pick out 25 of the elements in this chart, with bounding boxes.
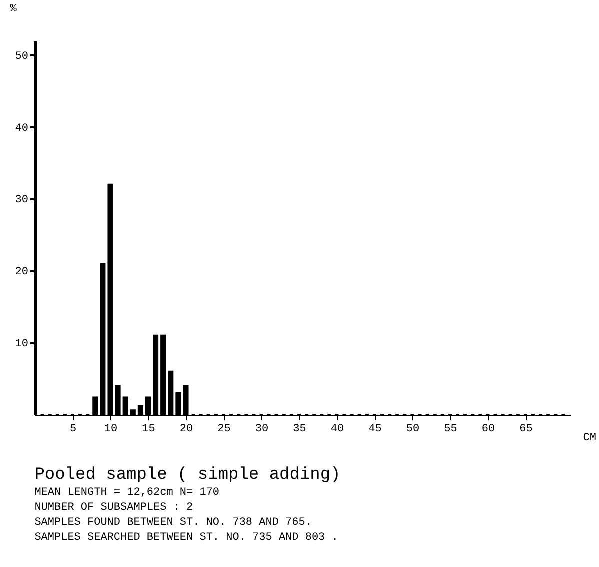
text: SAMPLES FOUND BETWEEN ST. NO. 738 AND 765. <box>34 517 312 529</box>
x-tick-label: 30 <box>255 424 269 436</box>
y-tick-label: 50 <box>15 50 28 63</box>
y-tick-label: 20 <box>15 266 28 279</box>
text: NUMBER OF SUBSAMPLES : 2 <box>34 502 194 514</box>
x-axis-title: CM <box>583 432 596 444</box>
y-tick-label: 40 <box>15 122 28 135</box>
x-tick-label: 35 <box>293 424 306 436</box>
x-tick-label: 50 <box>406 424 420 436</box>
text: MEAN LENGTH = 12,62cm N= 170 <box>34 487 220 499</box>
x-tick-label: 40 <box>330 424 344 436</box>
x-tick-label: 15 <box>142 424 156 436</box>
x-tick-label: 65 <box>520 424 533 436</box>
x-tick-label: 20 <box>180 424 194 436</box>
y-tick-label: 10 <box>15 338 28 351</box>
x-tick-label: 45 <box>368 424 382 436</box>
text: Pooled sample ( simple adding) <box>34 466 341 485</box>
x-tick-label: 25 <box>218 424 231 436</box>
y-axis-title: % <box>10 4 18 16</box>
x-tick-label: 5 <box>70 424 77 436</box>
x-tick-label: 60 <box>482 424 496 436</box>
text: SAMPLES SEARCHED BETWEEN ST. NO. 735 AND 803 . <box>34 532 338 544</box>
x-tick-label: 55 <box>444 424 458 436</box>
y-tick-label: 30 <box>15 194 28 207</box>
x-tick-label: 10 <box>104 424 118 436</box>
